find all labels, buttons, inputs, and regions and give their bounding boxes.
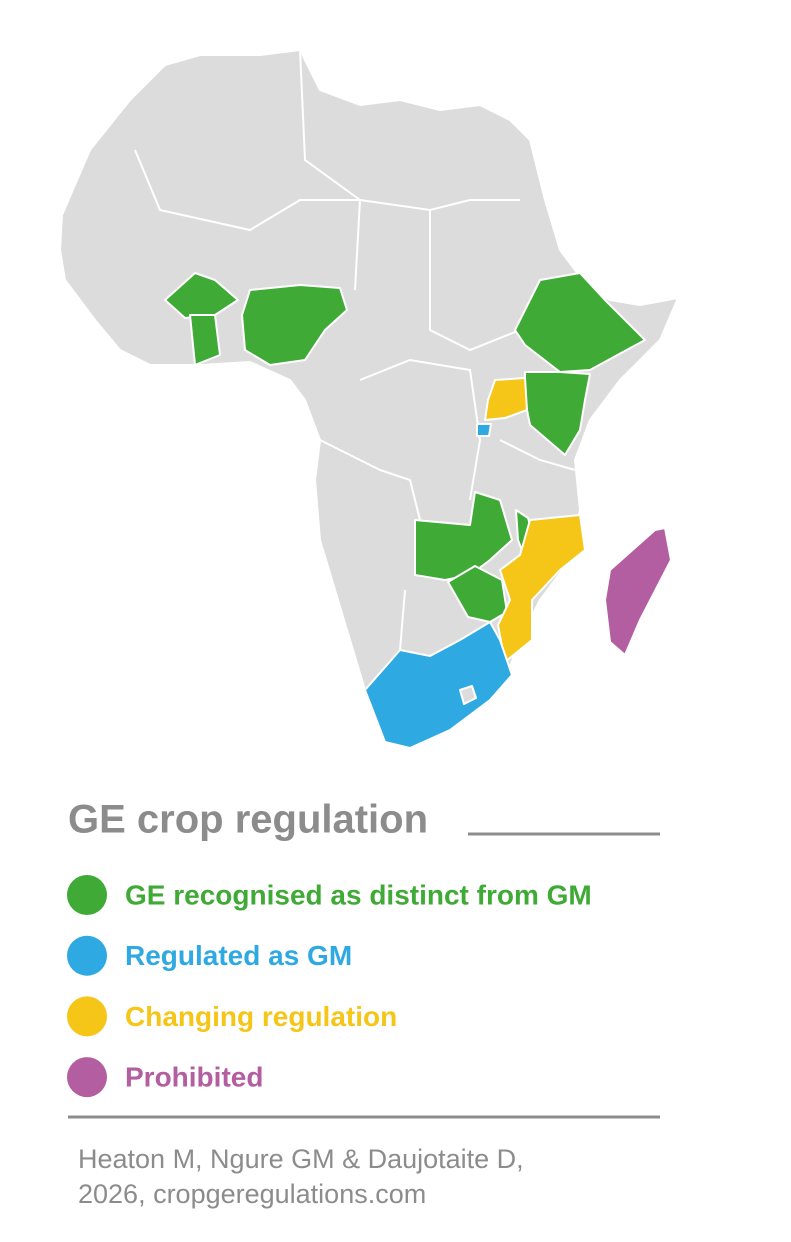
source-line: Heaton M, Ngure GM & Daujotaite D, <box>78 1144 524 1174</box>
nigeria <box>241 284 348 366</box>
legend-item: GE recognised as distinct from GM <box>67 875 592 915</box>
legend-label: GE recognised as distinct from GM <box>125 879 592 910</box>
madagascar <box>604 527 672 656</box>
burkina-faso <box>164 272 239 319</box>
legend-title: GE crop regulation <box>68 798 428 842</box>
source-line: 2026, cropgeregulations.com <box>78 1179 426 1209</box>
legend: GE recognised as distinct from GM Regulat… <box>67 875 592 1098</box>
legend-swatch <box>67 996 107 1037</box>
legend-label: Regulated as GM <box>125 940 352 971</box>
uganda <box>484 377 528 421</box>
legend-label: Prohibited <box>125 1061 263 1092</box>
lesotho <box>459 685 477 705</box>
zambia <box>414 491 513 581</box>
legend-item: Regulated as GM <box>67 935 352 976</box>
legend-item: Prohibited <box>67 1057 263 1098</box>
legend-label: Changing regulation <box>125 1001 397 1032</box>
ethiopia <box>514 272 646 373</box>
borders <box>134 49 576 651</box>
rwanda <box>476 423 492 437</box>
map <box>59 49 679 749</box>
mozambique <box>497 514 586 663</box>
legend-swatch <box>67 1057 107 1098</box>
legend-swatch <box>67 875 107 915</box>
legend-item: Changing regulation <box>67 996 397 1037</box>
south-africa <box>364 621 513 749</box>
ghana <box>189 314 221 366</box>
legend-swatch <box>67 935 107 976</box>
